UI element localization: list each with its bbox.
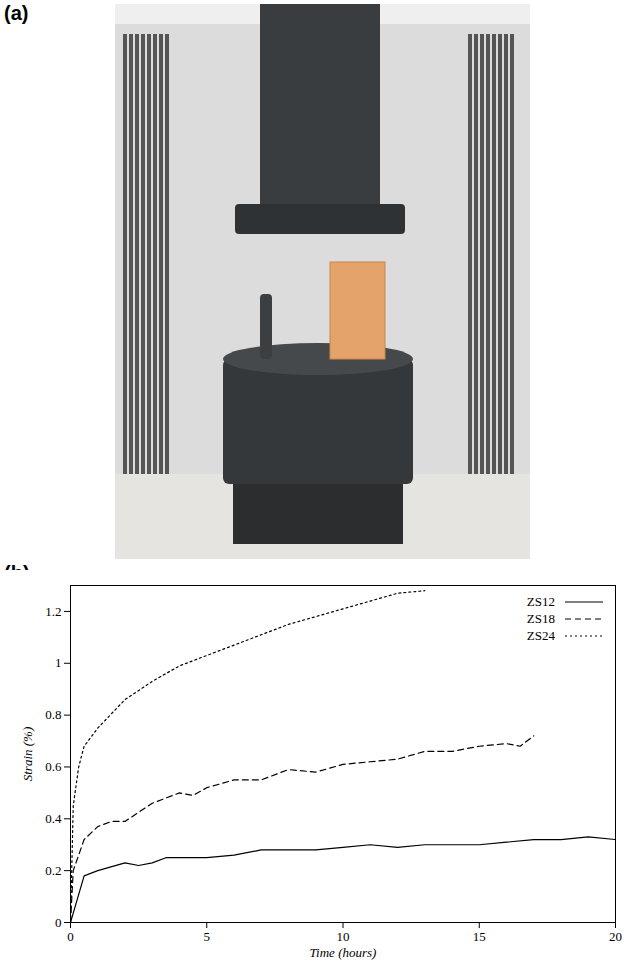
svg-text:5: 5	[204, 929, 211, 944]
svg-text:Strain (%): Strain (%)	[20, 727, 35, 782]
svg-text:0: 0	[55, 915, 62, 930]
svg-text:10: 10	[337, 929, 350, 944]
svg-text:0.4: 0.4	[45, 811, 62, 826]
svg-text:0.6: 0.6	[45, 759, 62, 774]
html-text:ZS24: ZS24	[526, 627, 555, 643]
svg-text:1: 1	[55, 655, 62, 670]
html-text:(a): (a)	[4, 2, 29, 24]
html-text:(b): (b)	[4, 562, 30, 584]
html-text:ZS18: ZS18	[526, 610, 555, 626]
svg-text:20: 20	[609, 929, 622, 944]
svg-text:15: 15	[473, 929, 486, 944]
svg-text:Time (hours): Time (hours)	[310, 945, 377, 960]
svg-text:0.8: 0.8	[45, 707, 61, 722]
svg-text:0: 0	[67, 929, 74, 944]
html-text:ZS12: ZS12	[526, 593, 555, 609]
svg-text:1.2: 1.2	[45, 604, 61, 619]
svg-text:0.2: 0.2	[45, 863, 61, 878]
